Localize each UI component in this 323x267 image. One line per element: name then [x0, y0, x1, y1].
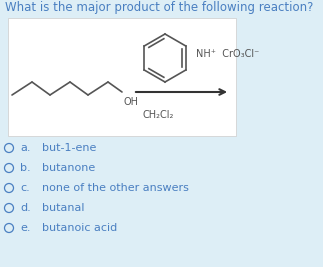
Text: e.: e. [20, 223, 30, 233]
Text: OH: OH [124, 97, 139, 107]
Text: none of the other answers: none of the other answers [42, 183, 189, 193]
Text: c.: c. [20, 183, 30, 193]
Text: d.: d. [20, 203, 31, 213]
Text: CH₂Cl₂: CH₂Cl₂ [142, 110, 174, 120]
Text: What is the major product of the following reaction?: What is the major product of the followi… [5, 1, 313, 14]
Text: NH⁺  CrO₃Cl⁻: NH⁺ CrO₃Cl⁻ [196, 49, 259, 59]
Text: but-1-ene: but-1-ene [42, 143, 96, 153]
FancyBboxPatch shape [8, 18, 236, 136]
Text: butanoic acid: butanoic acid [42, 223, 117, 233]
Text: b.: b. [20, 163, 31, 173]
Text: butanone: butanone [42, 163, 95, 173]
Text: butanal: butanal [42, 203, 85, 213]
Text: a.: a. [20, 143, 30, 153]
